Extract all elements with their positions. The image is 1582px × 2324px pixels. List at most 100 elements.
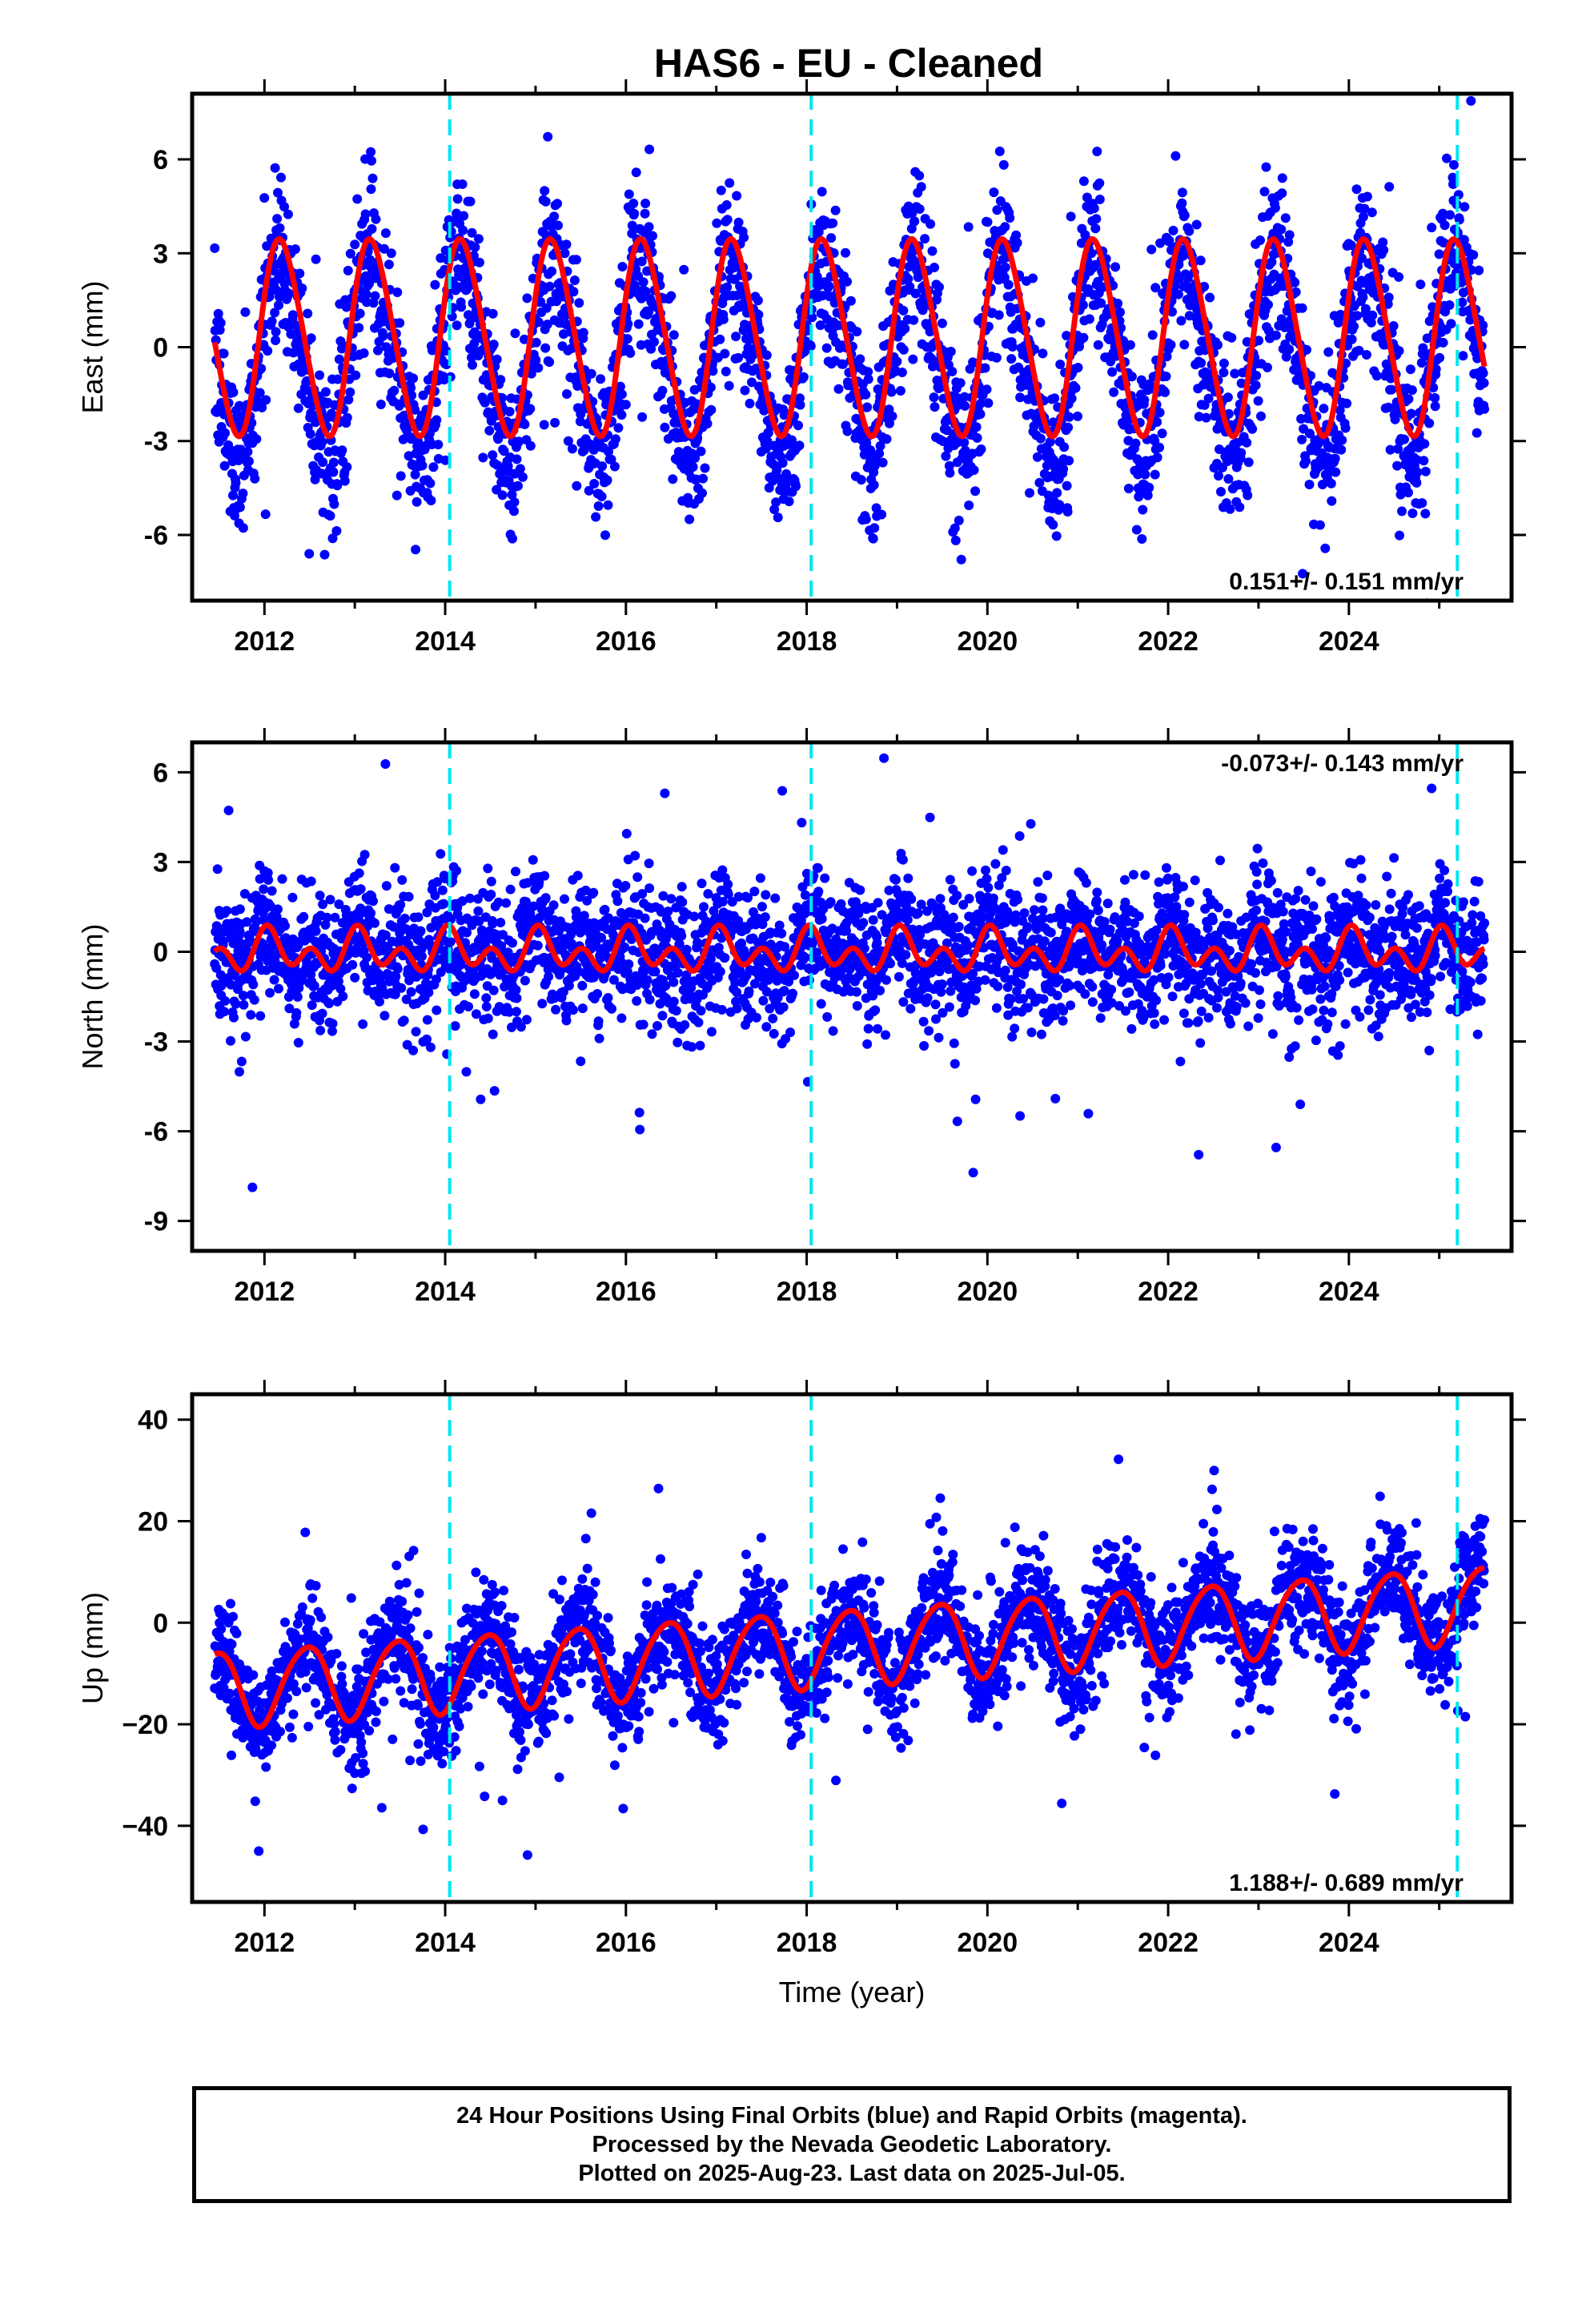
east-data-point: [784, 497, 794, 507]
east-data-point: [623, 319, 633, 329]
north-data-point: [238, 991, 248, 1001]
east-data-point: [1223, 392, 1233, 403]
east-data-point: [640, 287, 651, 297]
east-data-point: [533, 317, 544, 328]
east-data-point: [855, 354, 865, 364]
north-data-point: [677, 897, 688, 907]
east-model-curve: [211, 236, 1488, 440]
east-data-point: [1259, 187, 1270, 197]
north-data-point: [235, 904, 245, 915]
east-data-point: [897, 368, 907, 377]
east-data-point: [1078, 176, 1089, 187]
east-data-point: [1150, 469, 1160, 480]
north-data-point: [359, 850, 370, 860]
north-data-point: [816, 999, 826, 1009]
east-data-point: [306, 333, 316, 344]
north-data-point: [884, 885, 894, 895]
east-data-point: [343, 395, 354, 405]
east-data-point: [1125, 340, 1135, 350]
north-data-point: [616, 1013, 627, 1023]
east-data-point: [1342, 398, 1352, 408]
north-data-point: [540, 893, 551, 903]
east-data-point: [1406, 408, 1416, 419]
east-data-point: [379, 243, 389, 254]
east-data-point: [563, 436, 573, 446]
east-data-point: [480, 397, 490, 408]
north-data-point: [501, 898, 512, 908]
north-data-point: [852, 1001, 862, 1011]
north-data-point: [240, 1031, 251, 1042]
north-data-point: [431, 974, 441, 984]
north-data-point: [242, 917, 252, 927]
east-data-point: [591, 512, 601, 522]
north-data-point: [863, 1023, 873, 1034]
east-data-point: [1126, 372, 1137, 382]
north-data-point: [680, 1019, 690, 1030]
north-data-point: [732, 1003, 742, 1014]
east-data-point: [370, 291, 380, 301]
east-data-point: [1168, 225, 1178, 235]
north-data-point: [392, 964, 403, 974]
east-data-point: [862, 402, 873, 412]
east-data-point: [589, 479, 600, 489]
east-data-point: [970, 486, 981, 497]
east-data-point: [542, 320, 552, 330]
east-data-point: [1383, 292, 1394, 303]
north-data-point: [559, 987, 568, 997]
east-data-point: [1458, 351, 1468, 361]
east-rate-label: 0.151+/- 0.151 mm/yr: [1229, 569, 1464, 595]
north-data-point: [549, 993, 560, 1003]
east-data-point: [1078, 332, 1089, 343]
north-data-point: [560, 894, 569, 904]
east-data-point: [807, 312, 817, 323]
east-data-point: [1478, 320, 1488, 331]
east-data-point: [904, 262, 914, 272]
east-data-point: [1142, 490, 1153, 501]
east-data-point: [571, 255, 581, 265]
east-data-point: [1110, 262, 1121, 272]
east-data-point: [1379, 245, 1389, 255]
north-data-point: [380, 759, 391, 769]
north-data-point: [486, 876, 496, 887]
east-data-point: [731, 332, 741, 342]
east-data-point: [852, 327, 862, 337]
east-data-point: [1051, 531, 1062, 541]
east-data-point: [991, 352, 1002, 363]
east-data-point: [963, 222, 974, 232]
east-data-point: [1054, 500, 1065, 510]
east-data-point: [771, 497, 781, 508]
east-data-point: [697, 488, 707, 498]
east-data-point: [470, 242, 480, 252]
east-data-point: [1412, 467, 1423, 477]
east-data-point: [273, 187, 283, 198]
north-data-point: [825, 897, 836, 907]
east-data-point: [881, 434, 892, 444]
east-data-point: [976, 444, 986, 454]
east-data-point: [982, 384, 992, 395]
east-data-point: [702, 419, 713, 428]
east-data-point: [733, 352, 744, 363]
east-data-point: [578, 328, 588, 338]
east-data-point: [1415, 279, 1426, 290]
north-data-point: [723, 889, 733, 899]
east-data-point: [1243, 490, 1253, 501]
east-data-point: [250, 473, 260, 484]
north-data-point: [760, 912, 770, 923]
north-data-point: [749, 887, 760, 897]
east-data-point: [512, 454, 522, 464]
east-data-point: [698, 473, 708, 484]
east-data-point: [1301, 456, 1311, 466]
north-data-point: [255, 1011, 266, 1021]
east-data-point: [1479, 378, 1489, 388]
north-data-point: [772, 975, 782, 986]
east-data-point: [805, 341, 816, 352]
north-data-point: [709, 906, 719, 916]
east-x-tick-label: 2022: [1138, 626, 1199, 657]
north-data-point: [696, 1006, 706, 1016]
north-data-point: [671, 1006, 681, 1016]
east-data-point: [637, 412, 648, 422]
east-data-point: [1388, 321, 1399, 331]
east-data-point: [425, 478, 436, 489]
east-data-point: [1419, 439, 1430, 449]
east-data-point: [1251, 371, 1262, 380]
